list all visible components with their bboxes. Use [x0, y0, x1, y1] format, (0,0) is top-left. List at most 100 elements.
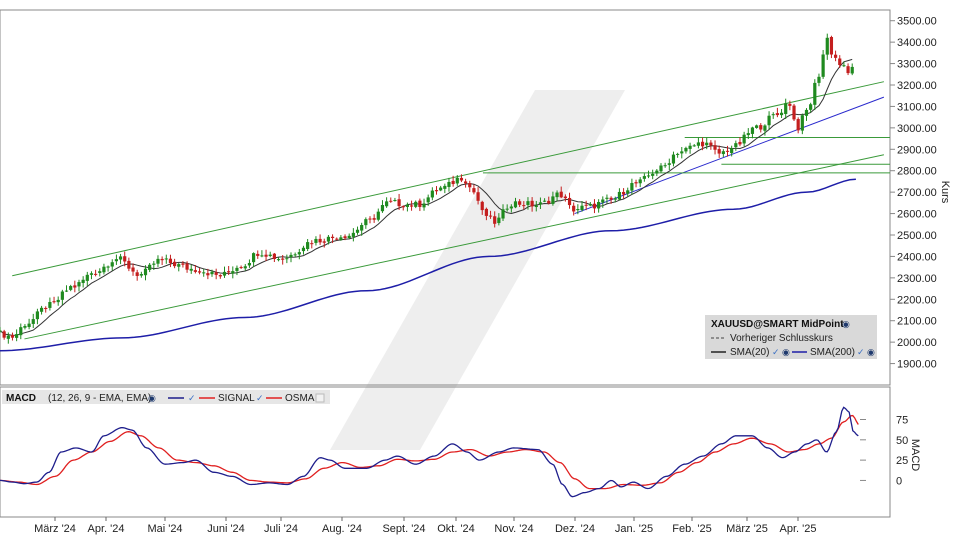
candle: [501, 204, 505, 222]
candle: [426, 194, 430, 206]
candle: [256, 250, 260, 259]
candle-body: [247, 262, 252, 266]
price-axis: 1900.00 2000.00 2100.00 2200.00 2300.00 2400.…: [897, 16, 937, 371]
candle: [2, 329, 6, 340]
candle: [39, 305, 44, 315]
candle-body: [796, 119, 800, 131]
legend-sma20-settings-icon[interactable]: ◉: [782, 347, 790, 357]
candle: [713, 140, 717, 155]
macd-line: [0, 406, 859, 498]
candle-body: [468, 183, 472, 188]
candle-body: [663, 165, 667, 167]
candle: [459, 174, 464, 183]
candle: [173, 258, 177, 269]
price-tick-label: 2700.00: [897, 187, 937, 199]
candle-body: [580, 205, 584, 211]
candle: [659, 163, 663, 173]
candle: [314, 236, 318, 246]
candle: [709, 140, 713, 150]
candle: [526, 197, 530, 210]
price-tick-label: 2600.00: [897, 209, 937, 221]
candle: [788, 100, 792, 111]
candle: [705, 137, 709, 150]
price-tick-label: 3000.00: [897, 123, 937, 135]
candle-body: [538, 202, 543, 205]
candle: [634, 179, 638, 188]
signal-check-icon[interactable]: ✓: [256, 393, 264, 403]
candle-body: [118, 256, 123, 260]
candle: [243, 264, 247, 271]
candle: [276, 257, 281, 262]
candle: [118, 253, 123, 265]
candle-body: [767, 115, 771, 126]
candle-body: [493, 216, 497, 224]
month-label: Nov. '24: [494, 523, 533, 535]
candle-body: [522, 205, 526, 207]
candle: [542, 198, 547, 203]
candle-body: [667, 163, 671, 165]
macd-panel: [0, 386, 891, 518]
candle-body: [164, 258, 168, 260]
candle: [646, 170, 651, 179]
candle-body: [264, 254, 268, 257]
candle-body: [567, 197, 572, 206]
legend-sma200-check-icon[interactable]: ✓: [857, 347, 865, 357]
trendlines: [12, 81, 885, 340]
candle: [817, 73, 821, 87]
candle: [310, 240, 314, 249]
legend-title: XAUUSD@SMART MidPoint: [711, 319, 844, 330]
price-tick-label: 1900.00: [897, 359, 937, 371]
candle: [131, 263, 135, 276]
candle-body: [310, 243, 314, 245]
candle: [663, 162, 667, 168]
candle-body: [177, 264, 181, 267]
candle-body: [617, 191, 622, 200]
candle-body: [634, 182, 638, 184]
candle: [759, 123, 763, 133]
candle-body: [480, 201, 484, 211]
candle: [409, 200, 414, 211]
candle: [468, 180, 472, 193]
candle: [472, 184, 476, 195]
candle: [364, 217, 368, 229]
candle-body: [214, 272, 218, 275]
osma-checkbox[interactable]: [315, 393, 325, 403]
candle-body: [289, 254, 293, 258]
candle: [69, 284, 73, 292]
price-axis-label: Kurs: [939, 181, 951, 204]
candle-body: [501, 209, 505, 219]
macd-tick-label: 25: [896, 455, 908, 467]
legend-sma200-settings-icon[interactable]: ◉: [867, 347, 875, 357]
candle-body: [613, 198, 617, 200]
candle-body: [472, 188, 476, 193]
macd-settings-icon[interactable]: ◉: [148, 393, 156, 403]
candle: [626, 187, 630, 197]
legend-title-icon[interactable]: ◉: [842, 319, 850, 329]
candle: [35, 308, 40, 325]
candle: [601, 196, 605, 208]
price-tick-label: 2500.00: [897, 230, 937, 242]
candle-body: [559, 191, 563, 198]
candle-body: [551, 196, 555, 204]
candle-body: [306, 242, 310, 249]
macd-check-icon[interactable]: ✓: [188, 393, 196, 403]
candle: [692, 144, 696, 147]
candle: [617, 188, 622, 201]
candle-body: [717, 149, 721, 154]
candle: [148, 263, 152, 273]
candle: [439, 185, 443, 192]
legend-sma20-check-icon[interactable]: ✓: [772, 347, 780, 357]
candle-body: [231, 271, 235, 274]
candle-body: [680, 151, 684, 154]
month-label: Juni '24: [207, 523, 245, 535]
candle: [717, 145, 721, 158]
candle: [52, 296, 56, 304]
candle-body: [351, 232, 355, 237]
candle: [850, 63, 854, 76]
candle-body: [297, 252, 301, 255]
candle-body: [389, 200, 393, 202]
candle: [15, 329, 19, 342]
candle: [260, 250, 264, 258]
candle: [642, 173, 646, 182]
candle-body: [185, 263, 189, 270]
